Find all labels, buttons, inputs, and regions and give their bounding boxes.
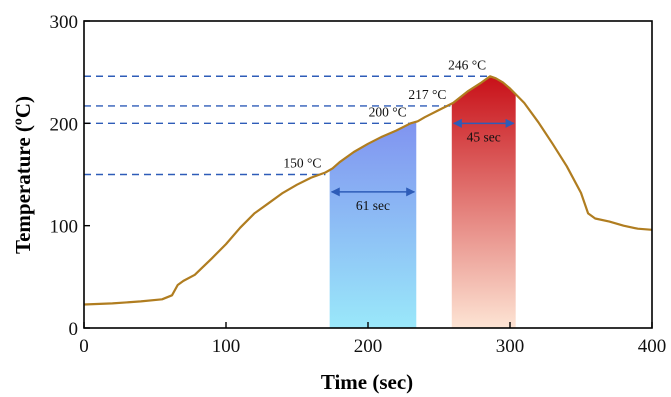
interval-label-0: 61 sec	[356, 198, 390, 213]
x-tick-label-200: 200	[354, 336, 383, 357]
series-layer	[83, 75, 653, 306]
reference-label-200: 200 °C	[369, 104, 407, 119]
reference-label-246: 246 °C	[448, 57, 486, 72]
x-tick-label-0: 0	[79, 336, 89, 357]
shaded-regions	[329, 76, 516, 328]
x-tick-label-100: 100	[212, 336, 241, 357]
shaded-region-0	[329, 121, 417, 328]
y-tick-label-300: 300	[50, 12, 79, 33]
interval-annotations: 61 sec 45 sec	[330, 118, 515, 213]
y-tick-label-0: 0	[69, 319, 79, 340]
reference-label-217: 217 °C	[408, 87, 446, 102]
y-tick-label-100: 100	[50, 217, 79, 238]
axis-ticks: 0 100 200 300 400 0 100 200 300	[50, 12, 667, 357]
x-tick-label-300: 300	[496, 336, 525, 357]
y-tick-label-200: 200	[50, 114, 79, 135]
y-axis-title: Temperature (ºC)	[11, 96, 35, 254]
reference-label-150: 150 °C	[283, 156, 321, 171]
x-tick-label-400: 400	[638, 336, 667, 357]
shaded-region-1	[451, 76, 516, 328]
interval-label-1: 45 sec	[467, 129, 501, 144]
temperature-profile-line	[83, 75, 653, 306]
x-axis-title: Time (sec)	[321, 370, 413, 394]
